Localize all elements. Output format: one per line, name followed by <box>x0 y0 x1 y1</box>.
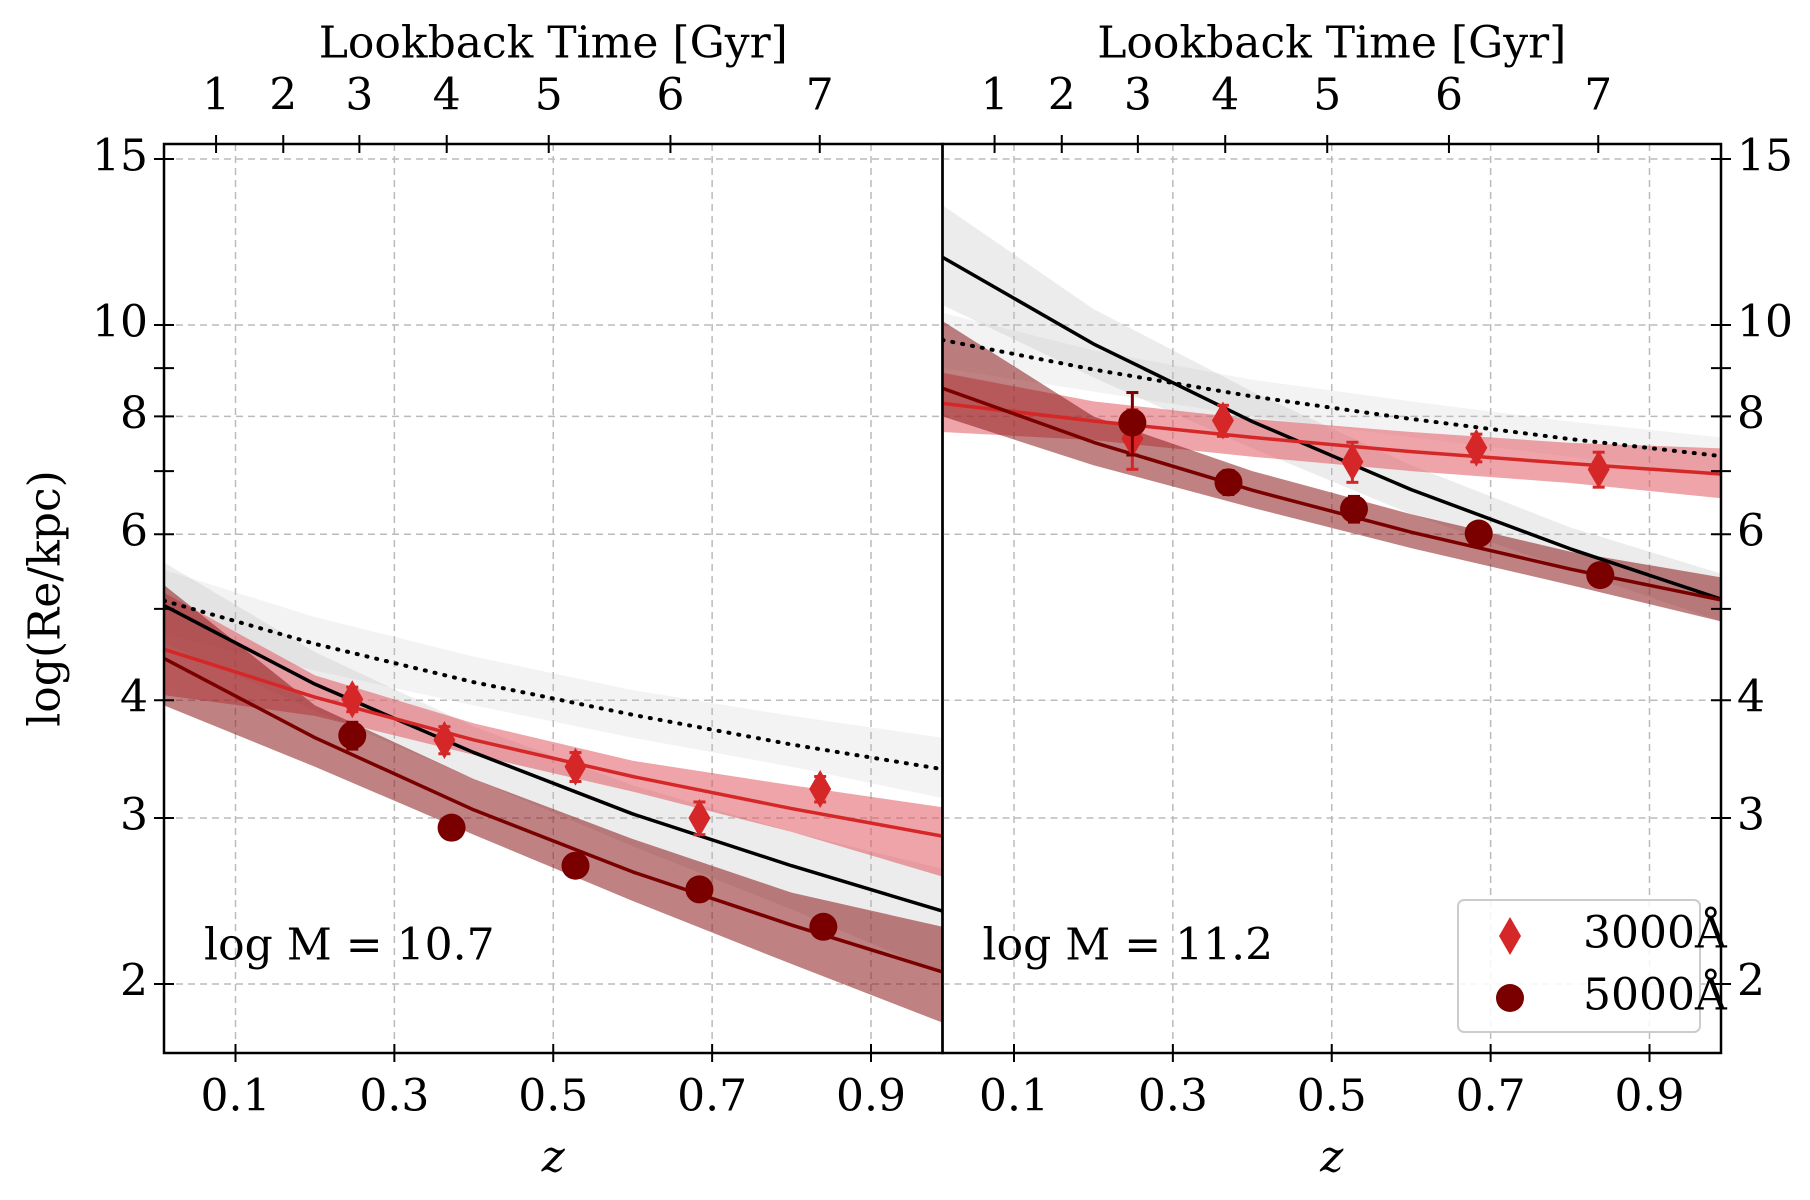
fit-line <box>942 338 1721 459</box>
diamond-marker <box>1341 442 1364 481</box>
fit-line <box>164 604 943 913</box>
x2-tick-label: 1 <box>981 70 1009 121</box>
y-tick-label: 15 <box>1737 131 1793 182</box>
circle-marker <box>1464 519 1493 548</box>
diamond-marker <box>341 680 364 719</box>
diamond-marker <box>1465 428 1488 467</box>
x-tick-label: 0.7 <box>677 1071 747 1122</box>
x2-tick-label: 5 <box>535 70 563 121</box>
y-tick-label: 10 <box>92 297 148 348</box>
y-tick-label: 4 <box>120 672 148 723</box>
diamond-marker <box>564 747 587 786</box>
fit-band <box>164 592 943 877</box>
y-tick-label: 8 <box>120 388 148 439</box>
x2-tick-label: 3 <box>1124 70 1152 121</box>
circle-marker <box>561 851 590 880</box>
fit-band <box>942 372 1721 499</box>
y-tick-label: 15 <box>92 131 148 182</box>
x2-tick-label: 1 <box>202 70 230 121</box>
circle-marker <box>1339 495 1368 524</box>
x-tick-label: 0.3 <box>359 1071 429 1122</box>
circle-marker <box>1214 468 1243 497</box>
diamond-marker <box>809 770 832 809</box>
x-axis-label: z <box>541 1132 566 1183</box>
fit-band <box>942 320 1721 622</box>
circle-marker <box>809 912 838 941</box>
y-tick-label: 2 <box>120 956 148 1007</box>
fit-line <box>164 598 943 772</box>
x2-tick-label: 2 <box>1048 70 1076 121</box>
fit-line <box>942 255 1721 601</box>
x2-tick-label: 2 <box>269 70 297 121</box>
circle-marker <box>1586 561 1615 590</box>
x-tick-label: 0.9 <box>836 1071 906 1122</box>
x-axis-label: z <box>1319 1132 1344 1183</box>
x2-tick-label: 6 <box>656 70 684 121</box>
legend-label: 3000Å <box>1583 906 1728 959</box>
y-tick-label: 6 <box>1737 506 1765 557</box>
x2-axis-label: Lookback Time [Gyr] <box>319 18 788 69</box>
plot-area <box>164 144 943 1053</box>
circle-marker <box>437 813 466 842</box>
diamond-marker <box>1587 450 1610 489</box>
fit-band <box>164 584 943 1023</box>
y-tick-label: 8 <box>1737 388 1765 439</box>
diamond-marker <box>688 799 711 838</box>
panel-annotation: log M = 10.7 <box>204 920 495 971</box>
circle-marker <box>685 875 714 904</box>
x-tick-label: 0.5 <box>1297 1071 1367 1122</box>
y-tick-label: 2 <box>1737 956 1765 1007</box>
x-tick-label: 0.9 <box>1615 1071 1685 1122</box>
x2-tick-label: 7 <box>1584 70 1612 121</box>
circle-marker <box>1118 408 1147 437</box>
x2-tick-label: 6 <box>1435 70 1463 121</box>
fit-line <box>164 647 943 838</box>
fit-band <box>942 205 1721 622</box>
circle-marker <box>338 721 367 750</box>
legend-marker <box>1496 984 1524 1012</box>
x-tick-label: 0.3 <box>1138 1071 1208 1122</box>
legend-marker <box>1499 917 1521 955</box>
x-tick-label: 0.1 <box>979 1071 1049 1122</box>
x2-axis-label: Lookback Time [Gyr] <box>1097 18 1566 69</box>
x2-tick-label: 4 <box>1211 70 1239 121</box>
y-axis-label: log(Re/kpc) <box>20 470 71 727</box>
x-tick-label: 0.1 <box>201 1071 271 1122</box>
x2-tick-label: 4 <box>433 70 461 121</box>
y-tick-label: 4 <box>1737 672 1765 723</box>
y-tick-label: 3 <box>1737 790 1765 841</box>
x2-tick-label: 5 <box>1313 70 1341 121</box>
legend-label: 5000Å <box>1583 968 1728 1021</box>
fit-band <box>942 312 1721 477</box>
diamond-marker <box>433 720 456 759</box>
diamond-marker <box>1211 401 1234 440</box>
fit-band <box>164 569 943 799</box>
y-tick-label: 6 <box>120 506 148 557</box>
y-tick-label: 3 <box>120 790 148 841</box>
x2-tick-label: 3 <box>345 70 373 121</box>
x-tick-label: 0.7 <box>1456 1071 1526 1122</box>
x2-tick-label: 7 <box>806 70 834 121</box>
y-tick-label: 10 <box>1737 297 1793 348</box>
x-tick-label: 0.5 <box>518 1071 588 1122</box>
panel-annotation: log M = 11.2 <box>983 920 1274 971</box>
